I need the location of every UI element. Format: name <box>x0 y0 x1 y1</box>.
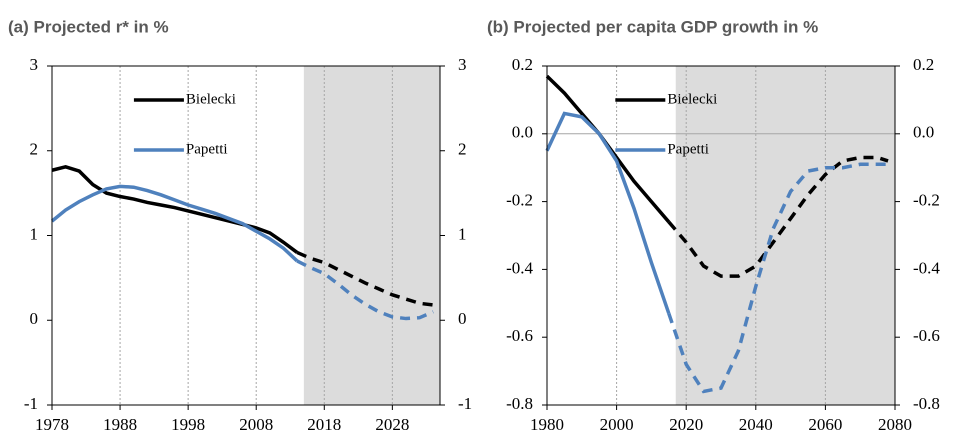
projection-line <box>667 162 889 394</box>
projection-line <box>667 155 889 278</box>
y-tick-label: 0.2 <box>512 55 533 74</box>
y2-tick-label: 0.0 <box>913 123 934 142</box>
y-tick-label: 2 <box>30 140 39 159</box>
x-tick-label: 2020 <box>669 415 703 434</box>
x-tick-label: 2080 <box>878 415 912 434</box>
series-line <box>545 111 671 315</box>
chart-title: (a) Projected r* in % <box>8 17 169 36</box>
y-tick-label: -1 <box>24 394 38 413</box>
x-tick-label: 2060 <box>808 415 842 434</box>
y-tick-label: 1 <box>30 224 39 243</box>
x-tick-label: 1978 <box>35 415 69 434</box>
series-line <box>50 184 299 263</box>
chart-title: (b) Projected per capita GDP growth in % <box>487 17 818 36</box>
y2-tick-label: 0 <box>458 309 467 328</box>
y2-tick-label: -0.2 <box>913 191 940 210</box>
y2-tick-label: 1 <box>458 224 467 243</box>
y-tick-label: -0.2 <box>506 191 533 210</box>
x-tick-label: 2028 <box>375 415 409 434</box>
y2-tick-label: -0.4 <box>913 258 940 277</box>
series-line <box>51 165 299 254</box>
x-tick-label: 2008 <box>239 415 273 434</box>
y-tick-label: 0.0 <box>512 123 533 142</box>
legend-label: Bielecki <box>186 91 236 107</box>
legend-label: Papetti <box>186 141 228 157</box>
y2-tick-label: -0.8 <box>913 394 940 413</box>
y2-tick-label: 2 <box>458 140 467 159</box>
x-tick-label: 1988 <box>103 415 137 434</box>
x-tick-label: 2000 <box>600 415 634 434</box>
y2-tick-label: -0.6 <box>913 326 940 345</box>
projection-line <box>296 250 434 307</box>
plot-frame <box>51 65 441 406</box>
legend-label: Papetti <box>667 141 709 157</box>
x-tick-label: 2018 <box>307 415 341 434</box>
y-tick-label: 3 <box>30 55 39 74</box>
projection-shade <box>303 66 440 405</box>
x-tick-label: 1980 <box>530 415 564 434</box>
plot-frame <box>546 65 896 406</box>
y-tick-label: 0 <box>30 309 39 328</box>
projection-line <box>296 259 434 321</box>
y-tick-label: -0.4 <box>506 258 533 277</box>
legend-label: Bielecki <box>667 91 717 107</box>
x-tick-label: 1998 <box>171 415 205 434</box>
projection-shade <box>675 66 895 405</box>
y-tick-label: -0.6 <box>506 326 533 345</box>
y2-tick-label: 0.2 <box>913 55 934 74</box>
y2-tick-label: -1 <box>458 394 472 413</box>
x-tick-label: 2040 <box>739 415 773 434</box>
y-tick-label: -0.8 <box>506 394 533 413</box>
y2-tick-label: 3 <box>458 55 467 74</box>
